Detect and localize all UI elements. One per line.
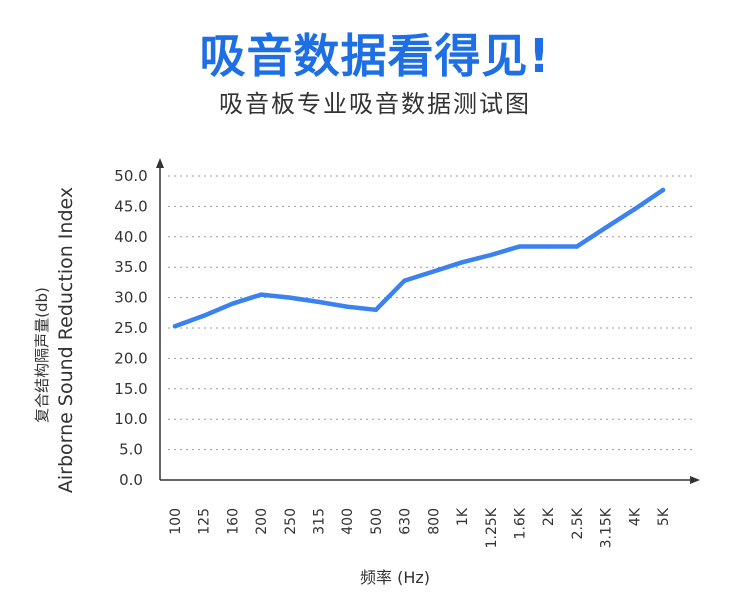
y-axis-arrow [156,158,164,168]
data-point [488,252,493,258]
axes [156,158,700,484]
data-point [258,292,264,297]
data-point [459,260,465,265]
series-line [172,187,666,329]
y-tick-label: 30.0 [114,289,147,307]
x-tick-label: 2K [541,507,557,526]
data-point [574,244,580,249]
page-title: 吸音数据看得见! [199,29,551,83]
x-tick-label: 1.6K [512,507,528,539]
x-tick-labels: 100 125 160 200 250 315 400 500 630 800 1K 1.25K 1.6… [168,507,672,548]
x-tick-label: 800 [426,508,442,535]
x-tick-label: 3.15K [599,507,615,548]
x-axis-label: 频率 (Hz) [360,568,430,587]
x-tick-label: 5K [656,507,672,526]
y-tick-label: 15.0 [114,380,147,398]
y-tick-label: 40.0 [114,228,147,246]
data-point [201,313,206,319]
data-point [431,269,436,274]
y-tick-label: 20.0 [114,349,147,367]
data-point [632,207,637,212]
x-tick-label: 315 [312,508,328,535]
data-point [603,225,608,230]
x-axis-arrow [690,476,700,484]
x-tick-label: 2.5K [570,507,586,539]
x-tick-label: 200 [254,508,270,535]
y-tick-label: 5.0 [119,441,143,459]
y-tick-labels: 0.0 5.0 10.0 15.0 20.0 25.0 30.0 35.0 40.0 45.0 50… [114,167,147,489]
y-tick-label: 45.0 [114,197,147,215]
data-point [517,244,522,249]
data-point [402,278,407,283]
y-tick-label: 25.0 [114,319,147,337]
x-tick-label: 100 [168,508,184,535]
grid-lines [168,175,693,451]
x-tick-label: 4K [627,507,643,526]
series-layer [172,187,666,329]
x-tick-label: 630 [398,508,414,535]
data-point [373,307,379,312]
y-tick-label: 10.0 [114,410,147,428]
y-tick-label: 50.0 [114,167,147,185]
data-point [660,187,666,193]
data-point [545,244,551,249]
x-tick-label: 125 [197,508,213,535]
x-tick-label: 1.25K [484,507,500,548]
x-tick-label: 1K [455,507,471,526]
x-tick-label: 250 [283,508,299,535]
x-tick-label: 500 [369,508,385,535]
data-point [316,299,321,305]
data-point [172,323,178,329]
y-axis-label-en: Airborne Sound Reduction Index [55,187,77,493]
x-tick-label: 400 [340,508,356,535]
data-point [345,304,350,309]
y-axis-label-cn: 复合结构隔声量(db) [33,287,51,423]
data-point [287,295,293,300]
x-tick-label: 160 [225,508,241,535]
page-subtitle: 吸音板专业吸音数据测试图 [219,90,531,118]
data-point [230,301,235,306]
y-tick-label: 35.0 [114,258,147,276]
y-tick-label: 0.0 [119,471,143,489]
